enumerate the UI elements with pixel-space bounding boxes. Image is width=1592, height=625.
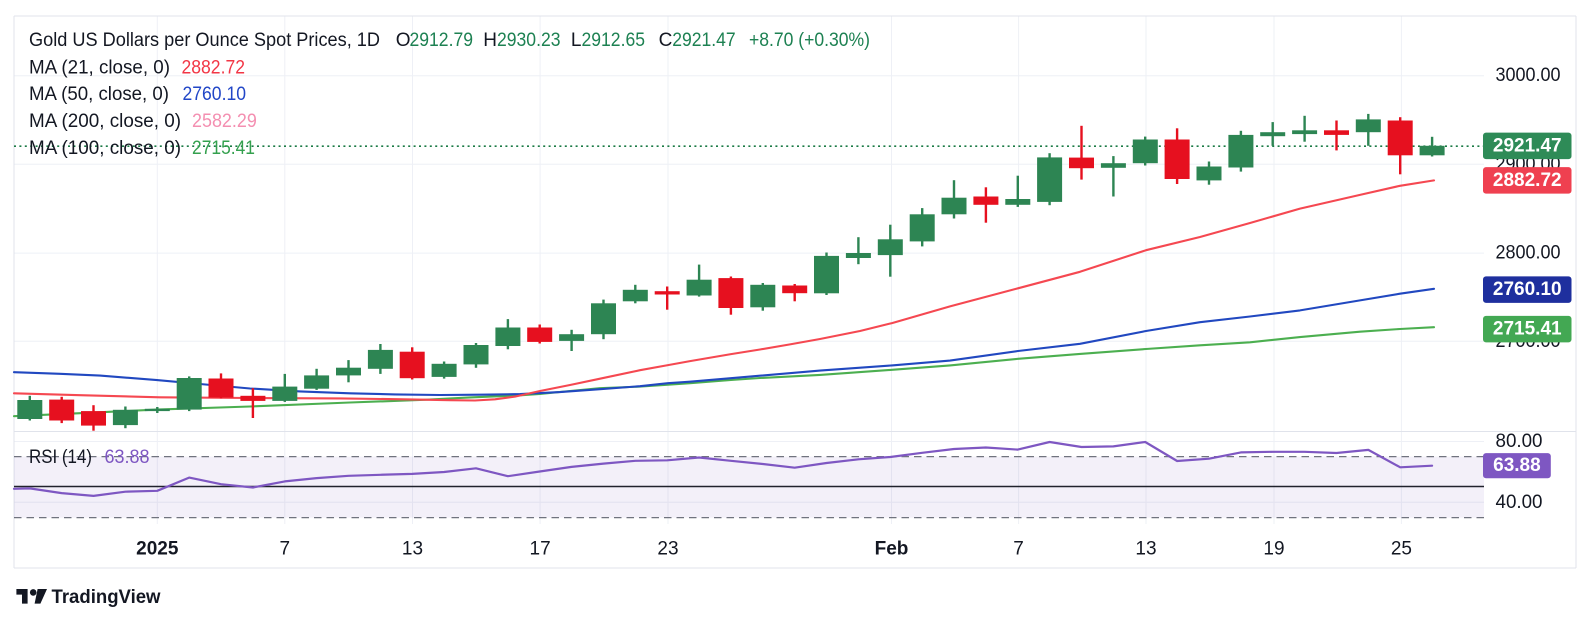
svg-text:23: 23 [657,539,678,560]
svg-text:MA (50, close, 0): MA (50, close, 0) [29,84,169,105]
svg-text:2912.79: 2912.79 [410,30,474,51]
svg-text:2912.65: 2912.65 [582,30,646,51]
svg-text:7: 7 [280,539,291,560]
svg-text:3000.00: 3000.00 [1496,65,1561,86]
svg-text:2760.10: 2760.10 [183,84,247,105]
svg-text:2760.10: 2760.10 [1493,279,1562,300]
svg-text:L: L [571,30,582,51]
svg-text:2930.23: 2930.23 [497,30,561,51]
svg-text:2715.41: 2715.41 [192,138,255,159]
svg-text:MA (100, close, 0): MA (100, close, 0) [29,138,181,159]
svg-text:2921.47: 2921.47 [1493,135,1562,156]
svg-text:Gold US Dollars per Ounce Spot: Gold US Dollars per Ounce Spot Prices, 1… [29,30,380,51]
svg-text:63.88: 63.88 [105,447,150,468]
svg-text:2921.47: 2921.47 [672,30,736,51]
svg-text:O: O [396,30,411,51]
svg-text:MA (21, close, 0): MA (21, close, 0) [29,58,170,79]
svg-text:2715.41: 2715.41 [1493,319,1562,340]
svg-text:80.00: 80.00 [1496,431,1543,452]
svg-text:H: H [483,30,497,51]
svg-text:RSI (14): RSI (14) [29,447,92,468]
svg-text:40.00: 40.00 [1496,492,1543,513]
svg-text:25: 25 [1391,539,1412,560]
svg-text:Feb: Feb [875,539,909,560]
svg-text:2882.72: 2882.72 [182,58,246,79]
svg-text:19: 19 [1263,539,1284,560]
svg-text:TradingView: TradingView [52,587,161,608]
svg-text:2800.00: 2800.00 [1496,243,1561,264]
svg-text:2025: 2025 [136,539,179,560]
svg-text:2582.29: 2582.29 [192,111,257,132]
svg-text:+8.70 (+0.30%): +8.70 (+0.30%) [749,30,870,51]
svg-text:MA (200, close, 0): MA (200, close, 0) [29,111,181,132]
svg-text:13: 13 [1135,539,1156,560]
svg-text:63.88: 63.88 [1493,455,1541,476]
svg-text:7: 7 [1013,539,1024,560]
svg-text:2882.72: 2882.72 [1493,170,1562,191]
svg-text:17: 17 [530,539,551,560]
svg-text:C: C [659,30,673,51]
svg-text:13: 13 [402,539,423,560]
